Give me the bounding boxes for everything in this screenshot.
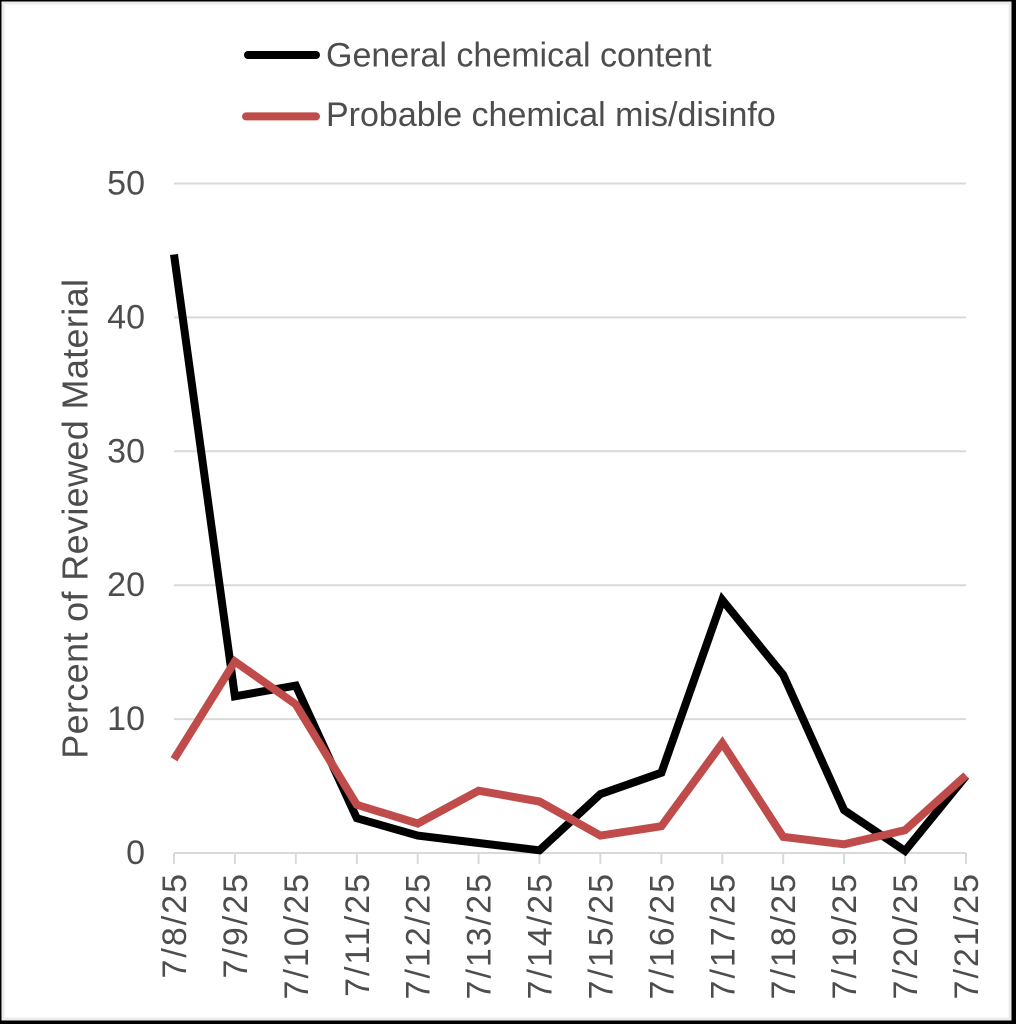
- svg-text:7/9/25: 7/9/25: [217, 872, 255, 979]
- svg-text:7/11/25: 7/11/25: [339, 872, 377, 997]
- svg-text:7/16/25: 7/16/25: [643, 872, 681, 999]
- svg-text:30: 30: [107, 432, 145, 470]
- svg-text:7/14/25: 7/14/25: [522, 872, 560, 999]
- svg-text:Percent of Reviewed Material: Percent of Reviewed Material: [55, 279, 96, 759]
- svg-text:7/13/25: 7/13/25: [461, 872, 499, 999]
- svg-text:7/12/25: 7/12/25: [400, 872, 438, 999]
- svg-text:40: 40: [107, 298, 145, 336]
- svg-text:7/10/25: 7/10/25: [278, 872, 316, 999]
- svg-text:50: 50: [107, 165, 145, 203]
- svg-text:7/8/25: 7/8/25: [156, 872, 194, 979]
- svg-text:20: 20: [107, 566, 145, 604]
- svg-text:7/15/25: 7/15/25: [582, 872, 620, 999]
- svg-text:7/17/25: 7/17/25: [704, 872, 742, 999]
- svg-text:General chemical content: General chemical content: [326, 37, 712, 75]
- svg-text:0: 0: [126, 834, 145, 872]
- svg-text:7/18/25: 7/18/25: [765, 872, 803, 999]
- svg-text:7/21/25: 7/21/25: [948, 872, 986, 999]
- svg-text:7/19/25: 7/19/25: [826, 872, 864, 999]
- svg-text:Probable chemical mis/disinfo: Probable chemical mis/disinfo: [326, 96, 776, 134]
- svg-text:7/20/25: 7/20/25: [887, 872, 925, 999]
- svg-text:10: 10: [107, 700, 145, 738]
